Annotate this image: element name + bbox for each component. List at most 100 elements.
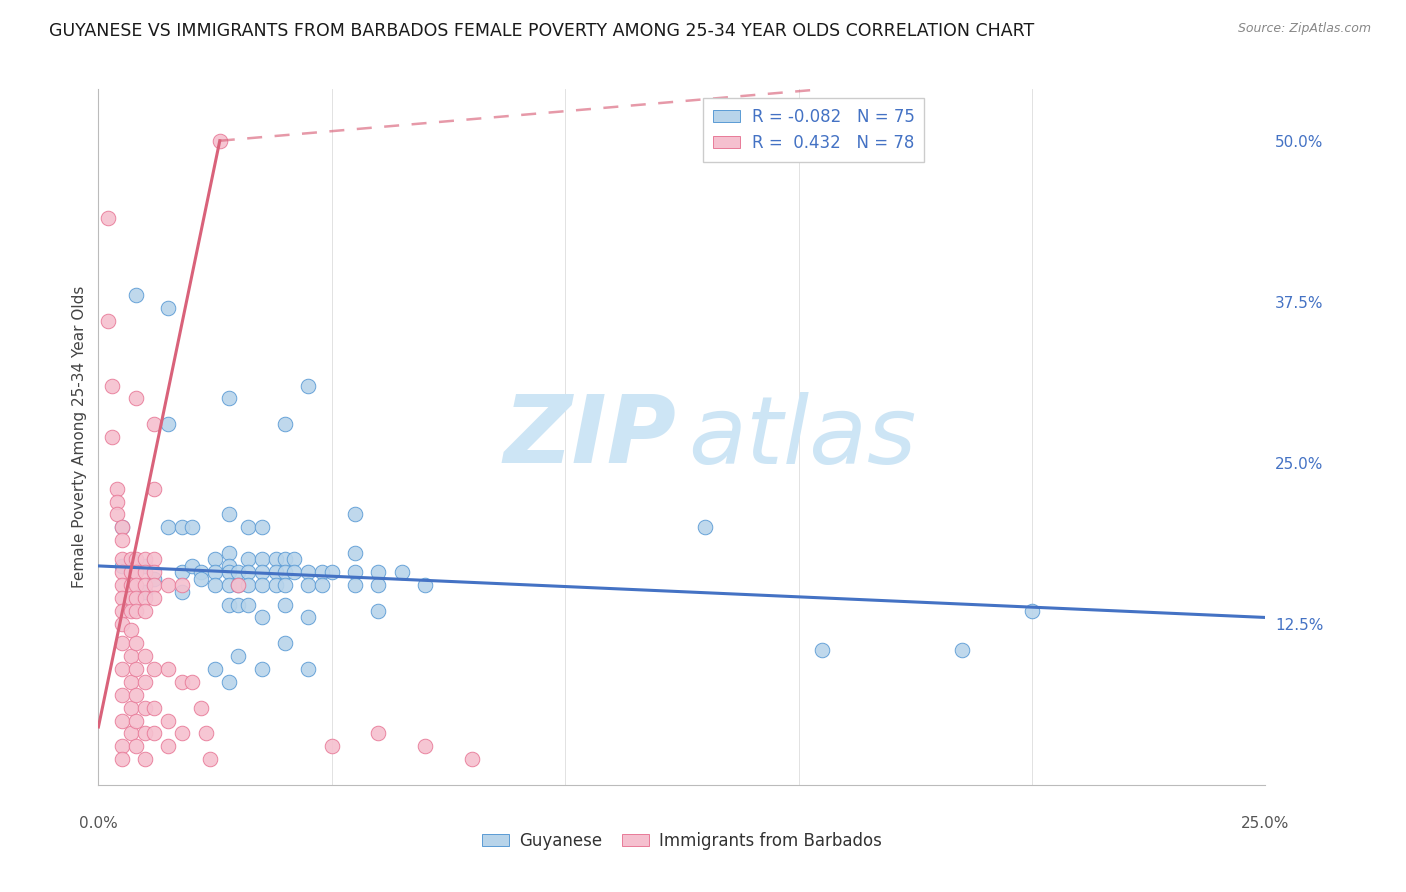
Point — [125, 591, 148, 606]
Point — [218, 598, 240, 612]
Point — [311, 566, 333, 580]
Point — [283, 566, 305, 580]
Text: atlas: atlas — [688, 392, 915, 483]
Point — [97, 314, 120, 328]
Point — [125, 552, 148, 566]
Point — [125, 604, 148, 618]
Point — [125, 688, 148, 702]
Point — [134, 591, 156, 606]
Point — [157, 662, 180, 676]
Text: ZIP: ZIP — [503, 391, 676, 483]
Point — [120, 591, 142, 606]
Point — [321, 566, 343, 580]
Point — [111, 520, 134, 534]
Point — [111, 752, 134, 766]
Point — [111, 520, 134, 534]
Point — [950, 642, 973, 657]
Point — [134, 752, 156, 766]
Point — [143, 700, 166, 714]
Point — [125, 636, 148, 650]
Point — [157, 301, 180, 316]
Point — [120, 674, 142, 689]
Point — [367, 604, 389, 618]
Point — [111, 591, 134, 606]
Point — [180, 558, 202, 573]
Point — [97, 211, 120, 225]
Point — [120, 700, 142, 714]
Point — [120, 649, 142, 664]
Point — [143, 566, 166, 580]
Point — [250, 610, 273, 624]
Point — [120, 566, 142, 580]
Point — [111, 739, 134, 754]
Point — [105, 494, 128, 508]
Point — [218, 674, 240, 689]
Point — [120, 578, 142, 592]
Point — [143, 578, 166, 592]
Point — [157, 417, 180, 432]
Point — [695, 520, 717, 534]
Point — [125, 662, 148, 676]
Point — [297, 662, 319, 676]
Point — [172, 674, 194, 689]
Point — [274, 598, 297, 612]
Point — [111, 552, 134, 566]
Point — [236, 598, 259, 612]
Point — [344, 546, 367, 560]
Point — [143, 552, 166, 566]
Point — [367, 578, 389, 592]
Point — [120, 726, 142, 740]
Point — [236, 520, 259, 534]
Point — [297, 566, 319, 580]
Point — [204, 662, 226, 676]
Point — [413, 739, 436, 754]
Point — [111, 662, 134, 676]
Point — [143, 726, 166, 740]
Point — [105, 508, 128, 522]
Point — [236, 566, 259, 580]
Point — [143, 572, 166, 586]
Point — [172, 726, 194, 740]
Point — [134, 578, 156, 592]
Point — [143, 417, 166, 432]
Point — [190, 566, 212, 580]
Point — [125, 578, 148, 592]
Point — [134, 584, 156, 599]
Point — [274, 552, 297, 566]
Point — [111, 533, 134, 548]
Point — [190, 700, 212, 714]
Point — [134, 649, 156, 664]
Point — [194, 726, 217, 740]
Point — [172, 584, 194, 599]
Y-axis label: Female Poverty Among 25-34 Year Olds: Female Poverty Among 25-34 Year Olds — [72, 286, 87, 588]
Point — [204, 578, 226, 592]
Point — [204, 552, 226, 566]
Point — [134, 700, 156, 714]
Point — [344, 566, 367, 580]
Point — [218, 392, 240, 406]
Point — [101, 430, 124, 444]
Point — [250, 578, 273, 592]
Point — [172, 566, 194, 580]
Point — [228, 578, 250, 592]
Point — [250, 566, 273, 580]
Point — [367, 726, 389, 740]
Point — [218, 558, 240, 573]
Point — [274, 566, 297, 580]
Point — [274, 578, 297, 592]
Point — [367, 566, 389, 580]
Point — [250, 520, 273, 534]
Point — [157, 578, 180, 592]
Point — [218, 566, 240, 580]
Point — [105, 482, 128, 496]
Point — [461, 752, 484, 766]
Point — [204, 566, 226, 580]
Point — [228, 578, 250, 592]
Point — [274, 636, 297, 650]
Point — [208, 134, 231, 148]
Point — [111, 604, 134, 618]
Point — [120, 552, 142, 566]
Point — [811, 642, 834, 657]
Point — [344, 508, 367, 522]
Point — [218, 508, 240, 522]
